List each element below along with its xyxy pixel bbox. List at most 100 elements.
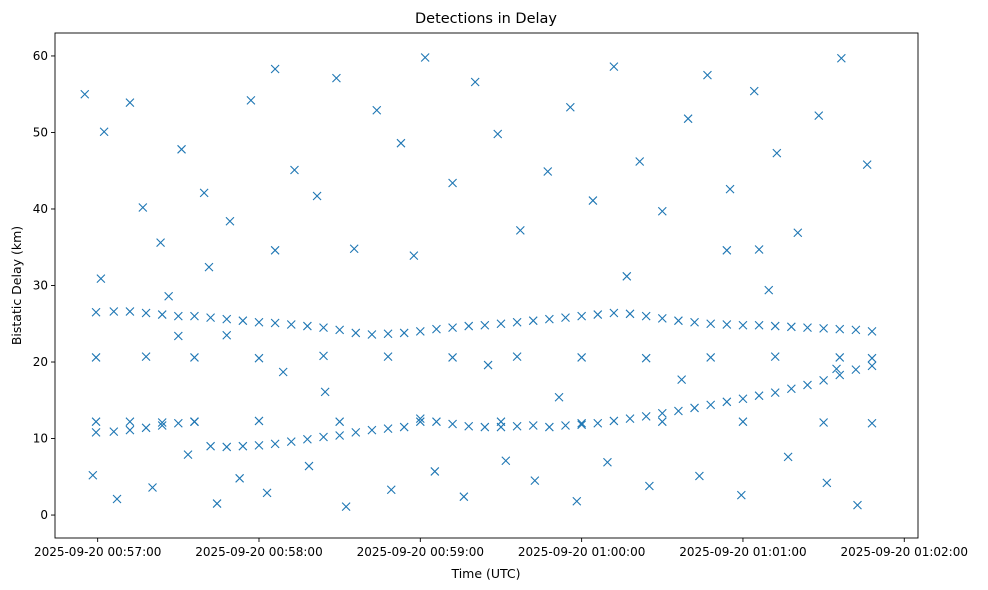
data-point: [420, 53, 430, 62]
data-point: [320, 387, 330, 397]
data-point: [641, 311, 651, 321]
y-tick-label: 10: [33, 432, 48, 446]
data-point: [609, 308, 619, 318]
data-point: [836, 53, 846, 63]
data-point: [270, 64, 280, 74]
data-point: [432, 417, 441, 427]
data-point: [399, 422, 409, 432]
data-point: [803, 323, 812, 332]
data-point: [235, 473, 245, 483]
data-point: [206, 441, 215, 451]
y-tick-label: 0: [40, 508, 48, 522]
data-point: [754, 391, 764, 401]
data-point: [496, 417, 506, 427]
y-tick-label: 20: [33, 355, 48, 369]
data-point: [286, 437, 296, 446]
data-point: [183, 450, 193, 459]
data-point: [635, 157, 645, 166]
data-point: [764, 285, 774, 295]
data-point: [528, 316, 538, 326]
x-axis: 2025-09-20 00:57:00 2025-09-20 00:58:00 20…: [34, 538, 968, 559]
y-axis-label: Bistatic Delay (km): [9, 226, 24, 345]
data-point: [448, 178, 457, 188]
data-point: [674, 316, 683, 326]
x-axis-label: Time (UTC): [450, 566, 520, 581]
data-point: [212, 499, 222, 508]
data-point: [204, 262, 214, 272]
data-point: [109, 307, 119, 316]
data-points: [80, 53, 877, 512]
data-point: [238, 316, 248, 326]
data-point: [319, 432, 328, 442]
data-point: [736, 490, 746, 500]
data-point: [706, 353, 716, 362]
data-point: [448, 353, 457, 362]
data-point: [725, 184, 735, 194]
y-tick-label: 50: [33, 125, 48, 139]
data-point: [372, 105, 382, 115]
data-point: [822, 478, 832, 488]
data-point: [677, 375, 687, 385]
data-point: [722, 320, 732, 329]
data-point: [415, 327, 425, 336]
data-point: [603, 457, 612, 467]
data-point: [173, 311, 183, 321]
data-point: [290, 165, 299, 175]
data-point: [512, 352, 522, 362]
y-axis: 0 10 20 30 40 50 60: [33, 49, 55, 522]
data-point: [674, 406, 683, 416]
data-point: [683, 114, 693, 124]
data-point: [367, 330, 377, 339]
data-point: [803, 380, 812, 390]
data-point: [835, 324, 845, 334]
data-point: [609, 416, 619, 426]
data-point: [577, 311, 587, 321]
data-point: [286, 320, 296, 329]
data-point: [593, 310, 603, 319]
data-point: [480, 320, 490, 330]
x-tick-label: 2025-09-20 00:59:00: [357, 545, 484, 559]
data-point: [749, 86, 759, 96]
data-point: [644, 481, 654, 491]
data-point: [588, 196, 598, 205]
data-point: [335, 431, 345, 440]
data-point: [351, 328, 361, 338]
data-point: [96, 274, 106, 284]
data-point: [91, 307, 101, 317]
data-point: [304, 461, 314, 471]
plot-area-frame: [54, 32, 919, 539]
data-point: [690, 317, 699, 327]
data-point: [464, 421, 474, 431]
data-point: [867, 353, 877, 363]
data-point: [91, 428, 101, 437]
data-point: [770, 321, 780, 331]
data-point: [853, 500, 862, 510]
x-tick-label: 2025-09-20 01:00:00: [518, 545, 645, 559]
y-tick-label: 30: [33, 279, 48, 293]
data-point: [657, 314, 667, 323]
data-point: [496, 319, 506, 329]
data-point: [448, 419, 457, 429]
data-point: [448, 323, 457, 332]
data-point: [783, 452, 793, 462]
data-point: [141, 352, 151, 362]
data-point: [335, 325, 345, 335]
data-point: [80, 89, 90, 99]
data-point: [867, 361, 877, 371]
data-point: [690, 403, 699, 413]
data-point: [515, 226, 525, 235]
data-point: [254, 317, 264, 327]
data-point: [793, 228, 803, 238]
data-point: [270, 439, 280, 449]
data-point: [351, 428, 361, 437]
data-point: [819, 375, 829, 385]
data-point: [493, 129, 503, 139]
data-point: [199, 188, 209, 198]
data-point: [543, 167, 553, 176]
data-point: [222, 442, 232, 452]
data-point: [835, 370, 845, 380]
data-point: [554, 392, 564, 402]
data-point: [415, 414, 425, 424]
data-point: [415, 417, 425, 427]
